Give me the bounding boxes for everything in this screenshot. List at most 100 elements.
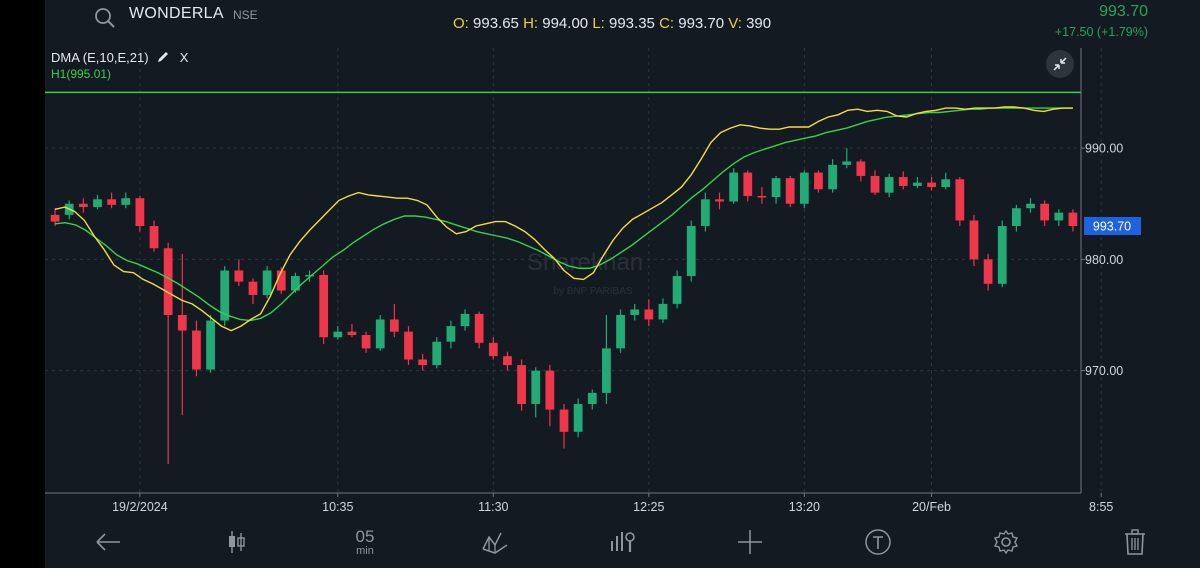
candle [432,337,442,369]
price-chart[interactable]: Sharekhan by BNP PARIBAS 990.00 980.00 970… [45,0,1200,520]
low-key: L: [592,15,605,32]
candle [234,259,244,287]
search-icon[interactable] [93,6,117,30]
ema-lines [54,106,1073,332]
candle-body [587,392,597,404]
bottom-toolbar: 05 min [45,518,1200,568]
collapse-button[interactable] [1046,50,1074,78]
candle [319,270,329,344]
candle-body [997,226,1007,284]
last-price-tag: 993.70 [1084,217,1141,235]
symbol-name[interactable]: WONDERLA [129,5,224,22]
x-tick-label: 11:30 [478,500,508,514]
candle [898,171,908,190]
interval-button[interactable]: 05 min [347,526,383,558]
volume-value: 390 [746,15,772,32]
candle-body [856,161,866,176]
candle-body [785,178,795,204]
candle [573,398,583,438]
candle [347,323,357,338]
chart-app: Sharekhan by BNP PARIBAS 990.00 980.00 970… [45,0,1200,568]
ema-21-line [55,107,1073,322]
candle [446,320,456,349]
candle [50,208,60,226]
horizontal-line-label: H1(995.01) [51,67,112,81]
candle [686,220,696,282]
back-arrow-icon [96,533,120,551]
candle-body [799,172,809,204]
candlestick-icon [229,531,245,553]
axes: 990.00 980.00 970.00 19/2/2024 10:35 11:30 12:… [45,48,1123,514]
chart-type-button[interactable] [218,526,254,558]
candle [361,331,371,353]
watermark-brand: Sharekhan [527,249,643,276]
candle [644,299,654,327]
candle-body [898,177,908,186]
candle-body [630,309,640,315]
candle-body [135,198,145,226]
candle [78,198,88,213]
candle [177,253,187,416]
candle [488,337,498,360]
candle-body [177,315,187,331]
last-price: 993.70 [1099,3,1148,20]
candle-body [446,326,456,342]
candle-body [248,281,258,295]
candle [913,177,922,189]
trash-icon [1125,529,1145,555]
y-tick-label: 970.00 [1085,364,1123,378]
pencil-icon[interactable] [156,50,170,64]
indicator-remove-button[interactable]: X [179,50,189,65]
candle [785,175,795,208]
candle-body [616,315,625,349]
candles [50,148,1078,465]
candle [729,168,739,204]
candle-body [559,409,569,432]
candle-body [1040,203,1050,221]
open-key: O: [453,15,469,32]
indicators-button[interactable] [477,526,513,558]
candle-body [686,226,696,277]
text-tool-button[interactable] [860,526,896,558]
candle-body [913,182,922,186]
x-tick-label: 8:55 [1089,500,1113,514]
open-value: 993.65 [473,15,519,32]
candle-body [983,259,993,284]
candle [997,220,1007,288]
last-price-tag-text: 993.70 [1093,220,1131,234]
delete-button[interactable] [1117,526,1153,558]
crosshair-button[interactable] [732,526,768,558]
tools-button[interactable] [605,526,641,558]
interval-unit: min [356,544,374,557]
indicator-label[interactable]: DMA (E,10,E,21) [51,50,149,65]
watermark: Sharekhan by BNP PARIBAS [527,249,643,297]
back-button[interactable] [90,526,126,558]
candle [616,309,625,353]
x-tick-label: 19/2/2024 [112,500,168,514]
chart-grid [45,48,1102,493]
candle [418,353,428,371]
candle-body [517,365,526,404]
settings-button[interactable] [988,526,1024,558]
candle-body [50,214,60,222]
candle [1040,200,1050,226]
candle [1012,204,1021,232]
candle-body [743,172,753,196]
indicator-legend[interactable]: DMA (E,10,E,21) X [51,50,188,65]
candle-body [149,226,159,249]
candle-body [1068,212,1078,226]
candle [842,148,852,169]
candle [1054,209,1064,226]
candle [262,266,272,299]
candle-body [828,164,837,190]
candle [220,266,230,327]
candle-body [1026,203,1035,209]
ohlcv-readout: O: 993.65 H: 994.00 L: 993.35 C: 993.70 … [453,15,771,32]
candle [206,315,215,373]
candle [333,326,343,340]
watermark-sub: by BNP PARIBAS [553,286,632,297]
candle-body [927,182,936,188]
candle [814,170,823,193]
candle-body [955,179,965,221]
candle [700,192,710,232]
